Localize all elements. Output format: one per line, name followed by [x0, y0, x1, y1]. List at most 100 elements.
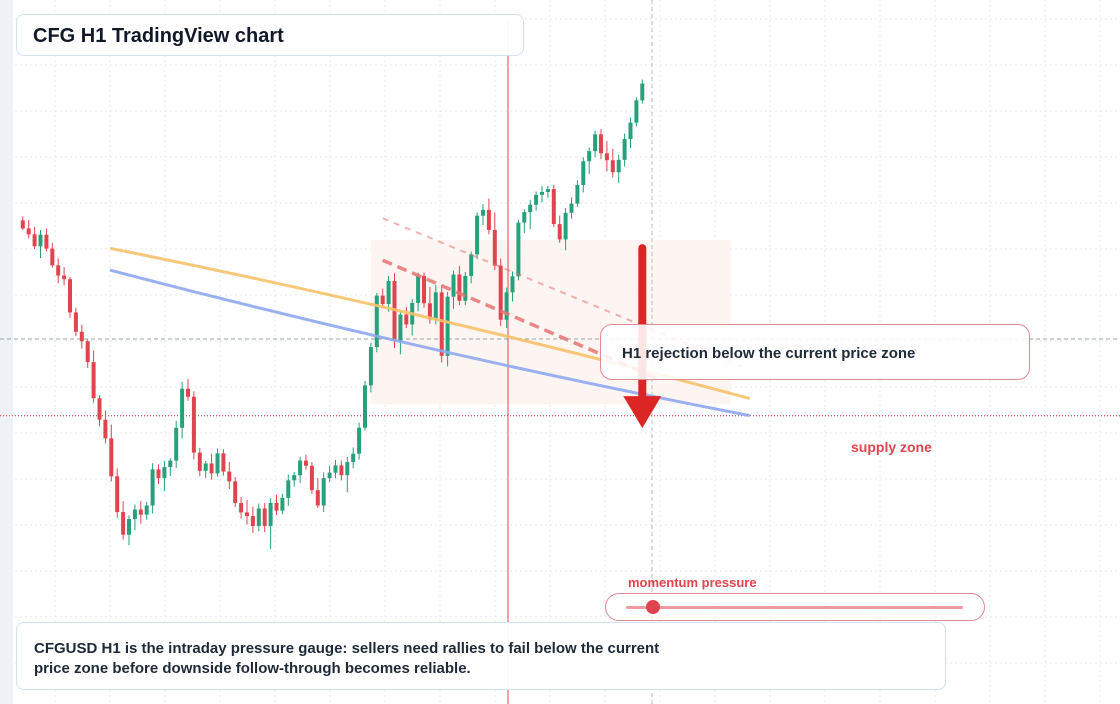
candle-down — [197, 452, 202, 471]
callout-text: H1 rejection below the current price zon… — [622, 345, 916, 362]
gauge-knob[interactable] — [645, 600, 660, 614]
candle-down — [492, 229, 497, 266]
candle-up — [534, 194, 539, 205]
candle-up — [286, 480, 291, 498]
candle-up — [127, 519, 131, 535]
candle-up — [327, 472, 332, 479]
candle-up — [634, 100, 639, 123]
candle-down — [250, 516, 255, 526]
candle-down — [604, 153, 609, 161]
candle-up — [368, 347, 373, 386]
candle-up — [351, 453, 356, 463]
candle-down — [551, 189, 556, 225]
candle-up — [398, 314, 403, 342]
candle-up — [292, 475, 297, 481]
supply-zone-label: supply zone — [851, 439, 932, 455]
candle-down — [315, 490, 320, 506]
candle-up — [132, 509, 137, 520]
candle-down — [221, 453, 226, 472]
candle-up — [451, 274, 456, 297]
candle-down — [557, 224, 562, 240]
candle-up — [628, 122, 633, 140]
candle-up — [150, 469, 155, 506]
candle-up — [268, 502, 273, 526]
candle-down — [156, 469, 161, 479]
candle-up — [469, 254, 474, 276]
candle-down — [191, 396, 196, 453]
candle-down — [309, 465, 314, 491]
candle-down — [103, 419, 108, 439]
candle-down — [62, 275, 67, 280]
candle-up — [363, 385, 367, 428]
candle-down — [498, 265, 503, 320]
candle-up — [386, 281, 391, 305]
candle-up — [215, 453, 220, 474]
title-card: CFG H1 TradingView chart — [16, 14, 524, 56]
candle-up — [333, 465, 338, 473]
candle-up — [575, 185, 580, 204]
candle-down — [227, 471, 232, 482]
rejection-callout: H1 rejection below the current price zon… — [600, 324, 1030, 380]
candle-up — [174, 427, 179, 461]
candle-up — [545, 189, 550, 192]
candle-down — [73, 312, 78, 332]
candle-down — [115, 476, 120, 513]
candle-up — [516, 222, 521, 277]
candle-down — [233, 481, 238, 503]
candle-up — [162, 467, 167, 479]
candle-up — [357, 427, 362, 454]
candle-up — [374, 295, 379, 348]
candle-up — [345, 462, 350, 476]
candle-up — [569, 203, 574, 213]
candle-up — [416, 275, 421, 303]
candle-up — [563, 212, 568, 240]
candle-down — [68, 279, 72, 313]
candle-down — [97, 398, 102, 420]
candle-down — [186, 388, 190, 397]
candle-up — [180, 388, 185, 428]
candle-up — [433, 292, 438, 320]
candle-down — [274, 502, 279, 511]
chart-left-edge — [0, 0, 13, 704]
candle-up — [640, 83, 645, 101]
note-card: CFGUSD H1 is the intraday pressure gauge… — [16, 622, 946, 690]
candle-down — [339, 465, 344, 476]
candle-up — [581, 161, 586, 186]
candle-down — [610, 160, 615, 173]
candle-down — [427, 303, 432, 320]
gauge-label: momentum pressure — [628, 575, 757, 590]
candle-down — [262, 508, 267, 526]
candle-down — [239, 502, 244, 513]
candle-down — [79, 331, 84, 342]
candles — [20, 79, 645, 549]
candle-down — [91, 362, 96, 399]
candle-down — [20, 220, 25, 229]
candle-down — [121, 512, 126, 535]
candle-up — [587, 151, 592, 162]
candle-down — [422, 275, 426, 304]
candle-up — [321, 478, 326, 506]
candle-up — [540, 191, 544, 195]
candle-up — [522, 212, 527, 223]
momentum-gauge — [605, 593, 985, 621]
candle-up — [528, 204, 533, 213]
candle-down — [32, 234, 37, 247]
candle-down — [109, 438, 114, 477]
candle-down — [85, 341, 90, 363]
candle-up — [144, 505, 149, 515]
candle-down — [457, 274, 462, 301]
candle-down — [404, 314, 409, 325]
candle-down — [439, 292, 444, 356]
candle-up — [593, 134, 598, 152]
channel-lower-line — [382, 258, 661, 382]
candle-down — [245, 512, 249, 517]
candle-up — [203, 463, 208, 471]
candle-down — [486, 209, 491, 230]
note-text: CFGUSD H1 is the intraday pressure gauge… — [34, 640, 660, 677]
candle-down — [599, 134, 603, 154]
candle-down — [50, 248, 55, 266]
candle-up — [463, 275, 468, 301]
candle-up — [38, 234, 43, 247]
candle-up — [510, 276, 515, 293]
candle-up — [298, 460, 303, 476]
